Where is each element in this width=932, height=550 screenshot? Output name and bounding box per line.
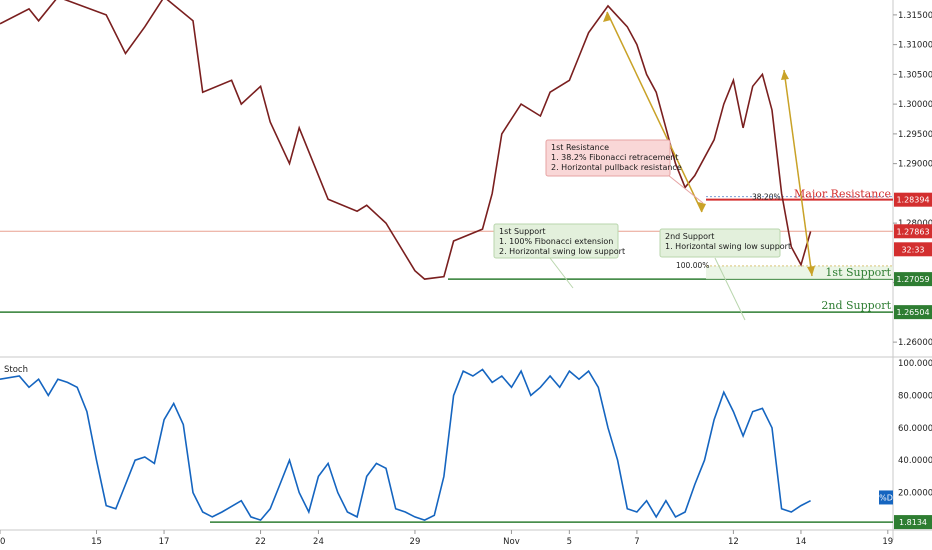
time-tick-label: 7 xyxy=(634,537,639,547)
price-badge-label: 1.27863 xyxy=(896,227,929,236)
osc-badge-label: %D xyxy=(879,493,893,502)
note-res-line-3: 2. Horizontal pullback resistance xyxy=(551,163,682,172)
fib-100-label: 100.00% xyxy=(676,261,709,270)
note-connector-s2 xyxy=(714,257,746,321)
price-tick-label: 1.28000 xyxy=(898,219,932,229)
time-tick-label: Nov xyxy=(503,537,520,547)
osc-tick-label: 100.0000 xyxy=(898,359,932,369)
note-s2-line-2: 1. Horizontal swing low support xyxy=(665,242,791,251)
note-first-resistance[interactable]: 1st Resistance 1. 38.2% Fibonacci retrac… xyxy=(545,139,682,177)
osc-tick-label: 80.0000 xyxy=(898,391,932,401)
price-badge xyxy=(894,242,932,257)
price-tick-label: 1.29000 xyxy=(898,160,932,170)
price-badge-label: 32:33 xyxy=(901,245,924,254)
stoch-series xyxy=(0,368,811,522)
price-badge xyxy=(894,305,932,320)
price-tick-label: 1.30000 xyxy=(898,100,932,110)
note-res-line-2: 1. 38.2% Fibonacci retracement xyxy=(551,153,679,162)
price-badge-label: 1.26504 xyxy=(896,308,929,317)
time-tick-label: 5 xyxy=(567,537,572,547)
note-first-support[interactable]: 1st Support 1. 100% Fibonacci extension … xyxy=(493,223,625,259)
note-s2-line-1: 2nd Support xyxy=(665,232,714,241)
oscillator-title: Stoch xyxy=(4,365,28,375)
price-badges: 1.28394 1.27863 32:33 1.27059 1.26504 xyxy=(894,192,932,320)
note-s1-line-2: 1. 100% Fibonacci extension xyxy=(499,237,613,246)
time-tick-label: 10 xyxy=(0,537,5,547)
price-badge xyxy=(894,272,932,287)
time-tick-label: 15 xyxy=(91,537,102,547)
time-tick-label: 19 xyxy=(882,537,893,547)
price-tick-label: 1.26000 xyxy=(898,338,932,348)
note-res-line-1: 1st Resistance xyxy=(551,143,609,152)
time-tick-label: 22 xyxy=(255,537,266,547)
osc-badge xyxy=(879,490,893,505)
fib-zone xyxy=(706,266,893,280)
osc-badge-label: 1.8134 xyxy=(899,518,927,527)
time-tick-label: 24 xyxy=(313,537,324,547)
fib-38-label: 38.20% xyxy=(752,193,781,202)
note-connector-res xyxy=(667,174,704,204)
first-support-label: 1st Support xyxy=(825,266,891,279)
time-tick-label: 14 xyxy=(796,537,807,547)
note-s1-line-3: 2. Horizontal swing low support xyxy=(499,247,625,256)
price-badge-label: 1.28394 xyxy=(896,196,929,205)
price-badge-label: 1.27059 xyxy=(896,275,929,284)
time-tick-label: 17 xyxy=(159,537,170,547)
price-tick-label: 1.30500 xyxy=(898,70,932,80)
oscillator-axis[interactable]: 100.0000 80.0000 60.0000 40.0000 20.0000 xyxy=(898,359,932,499)
osc-tick-label: 20.0000 xyxy=(898,489,932,499)
price-tick-label: 1.31500 xyxy=(898,11,932,21)
time-axis[interactable]: 10 15 17 22 24 29 Nov 5 7 12 14 19 xyxy=(0,530,893,547)
osc-badge xyxy=(894,515,932,530)
price-badge xyxy=(894,224,932,239)
note-second-support[interactable]: 2nd Support 1. Horizontal swing low supp… xyxy=(659,228,791,258)
osc-tick-label: 60.0000 xyxy=(898,424,932,434)
price-tick-label: 1.31000 xyxy=(898,41,932,51)
price-tick-label: 1.29500 xyxy=(898,130,932,140)
note-connector-s1 xyxy=(549,257,574,289)
note-s1-line-1: 1st Support xyxy=(499,227,546,236)
time-tick-label: 12 xyxy=(728,537,739,547)
major-resistance-label: Major Resistance xyxy=(794,188,891,201)
price-badge xyxy=(894,192,932,207)
trend-arrow-down-1[interactable] xyxy=(603,11,706,213)
second-support-label: 2nd Support xyxy=(821,299,891,312)
oscillator-badges: %D 1.8134 xyxy=(879,490,932,530)
osc-tick-label: 40.0000 xyxy=(898,456,932,466)
price-series xyxy=(0,0,812,280)
time-tick-label: 29 xyxy=(410,537,421,547)
trend-arrow-down-2[interactable] xyxy=(781,69,815,277)
